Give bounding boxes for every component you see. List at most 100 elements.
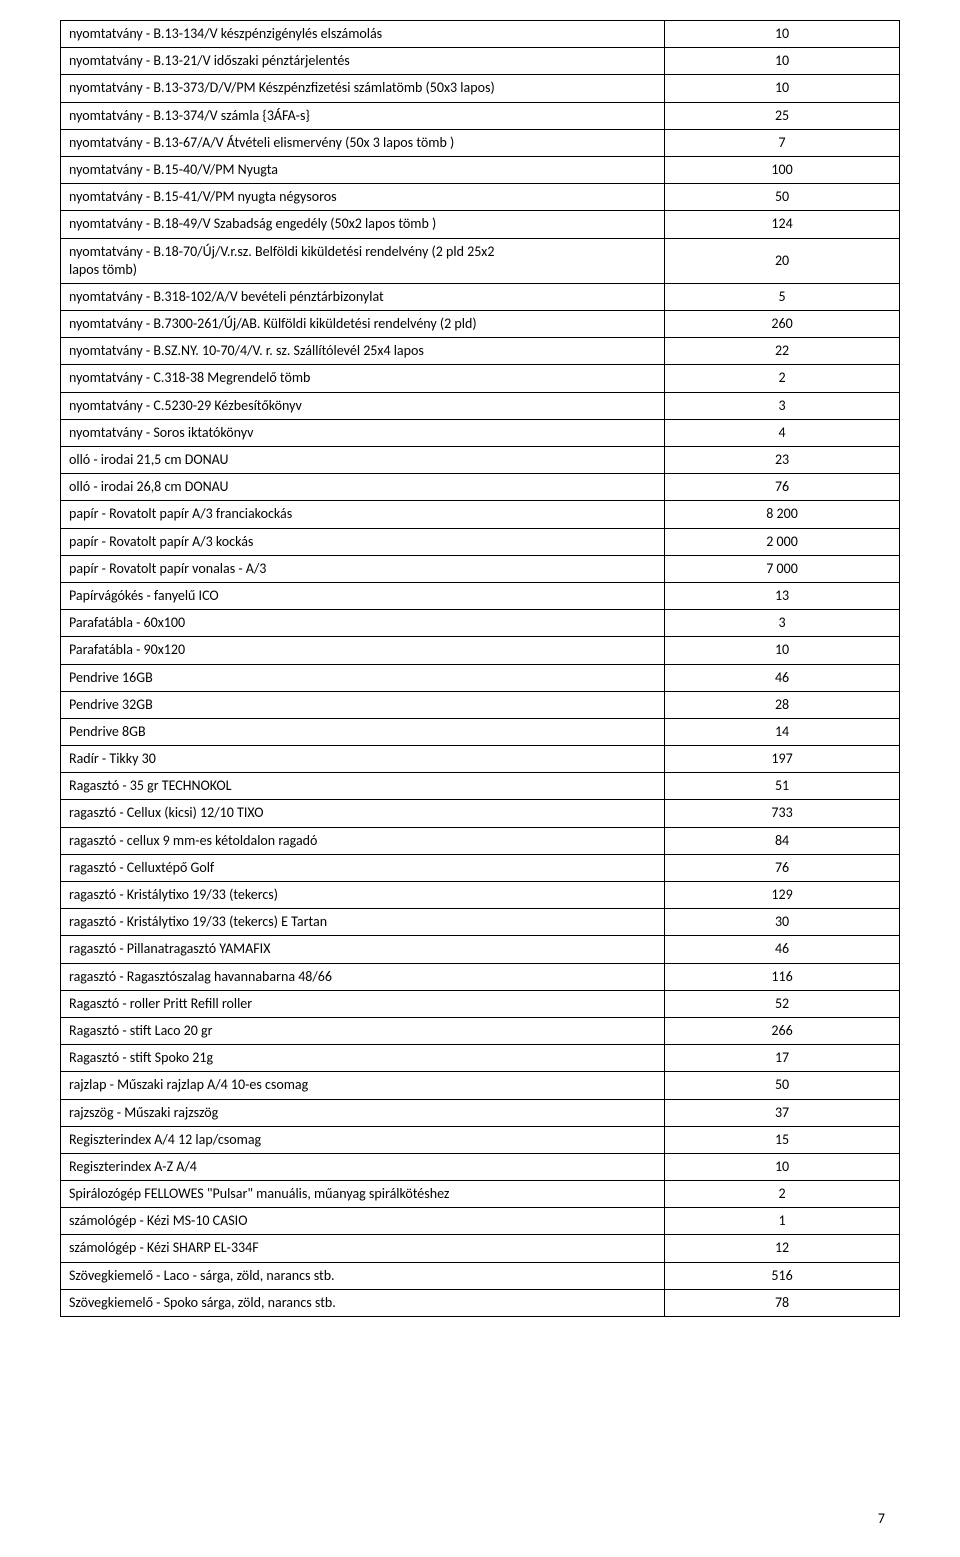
item-label: Szövegkiemelő - Spoko sárga, zöld, naran… xyxy=(61,1289,665,1316)
item-value: 10 xyxy=(665,637,900,664)
item-label: nyomtatvány - B.13-21/V időszaki pénztár… xyxy=(61,48,665,75)
item-value: 50 xyxy=(665,1072,900,1099)
item-label: nyomtatvány - B.18-49/V Szabadság engedé… xyxy=(61,211,665,238)
item-label: ragasztó - Celluxtépő Golf xyxy=(61,854,665,881)
table-row: Regiszterindex A/4 12 lap/csomag15 xyxy=(61,1126,900,1153)
item-label: számológép - Kézi MS-10 CASIO xyxy=(61,1208,665,1235)
table-row: olló - irodai 21,5 cm DONAU23 xyxy=(61,447,900,474)
item-label: nyomtatvány - B.318-102/A/V bevételi pén… xyxy=(61,283,665,310)
table-row: Spirálozógép FELLOWES "Pulsar" manuális,… xyxy=(61,1181,900,1208)
item-label: papír - Rovatolt papír A/3 kockás xyxy=(61,528,665,555)
item-label: papír - Rovatolt papír A/3 franciakockás xyxy=(61,501,665,528)
table-row: papír - Rovatolt papír vonalas - A/37 00… xyxy=(61,555,900,582)
item-value: 46 xyxy=(665,664,900,691)
item-value: 1 xyxy=(665,1208,900,1235)
item-value: 7 xyxy=(665,129,900,156)
item-value: 37 xyxy=(665,1099,900,1126)
table-row: nyomtatvány - Soros iktatókönyv4 xyxy=(61,419,900,446)
table-row: nyomtatvány - B.18-49/V Szabadság engedé… xyxy=(61,211,900,238)
table-row: Szövegkiemelő - Spoko sárga, zöld, naran… xyxy=(61,1289,900,1316)
table-row: rajzszög - Műszaki rajzszög37 xyxy=(61,1099,900,1126)
item-value: 50 xyxy=(665,184,900,211)
table-row: nyomtatvány - B.7300-261/Új/AB. Külföldi… xyxy=(61,311,900,338)
item-value: 260 xyxy=(665,311,900,338)
table-row: Radír - Tikky 30197 xyxy=(61,746,900,773)
item-value: 8 200 xyxy=(665,501,900,528)
item-label: Parafatábla - 90x120 xyxy=(61,637,665,664)
item-value: 22 xyxy=(665,338,900,365)
item-label: Pendrive 16GB xyxy=(61,664,665,691)
item-value: 129 xyxy=(665,882,900,909)
item-label: olló - irodai 21,5 cm DONAU xyxy=(61,447,665,474)
item-label: ragasztó - Kristálytixo 19/33 (tekercs) xyxy=(61,882,665,909)
page-container: nyomtatvány - B.13-134/V készpénzigénylé… xyxy=(0,0,960,1557)
item-label: nyomtatvány - B.13-134/V készpénzigénylé… xyxy=(61,21,665,48)
item-value: 3 xyxy=(665,610,900,637)
item-value: 51 xyxy=(665,773,900,800)
table-row: ragasztó - Kristálytixo 19/33 (tekercs)1… xyxy=(61,882,900,909)
item-label: Radír - Tikky 30 xyxy=(61,746,665,773)
item-label: Papírvágókés - fanyelű ICO xyxy=(61,582,665,609)
table-row: nyomtatvány - B.SZ.NY. 10-70/4/V. r. sz.… xyxy=(61,338,900,365)
table-body: nyomtatvány - B.13-134/V készpénzigénylé… xyxy=(61,21,900,1317)
item-value: 23 xyxy=(665,447,900,474)
item-value: 78 xyxy=(665,1289,900,1316)
table-row: ragasztó - Celluxtépő Golf76 xyxy=(61,854,900,881)
page-number: 7 xyxy=(878,1510,885,1527)
table-row: nyomtatvány - B.15-41/V/PM nyugta négyso… xyxy=(61,184,900,211)
item-value: 30 xyxy=(665,909,900,936)
table-row: Regiszterindex A-Z A/410 xyxy=(61,1153,900,1180)
item-value: 2 000 xyxy=(665,528,900,555)
table-row: nyomtatvány - B.18-70/Új/V.r.sz. Belföld… xyxy=(61,238,900,283)
item-value: 10 xyxy=(665,48,900,75)
item-value: 516 xyxy=(665,1262,900,1289)
item-label: Spirálozógép FELLOWES "Pulsar" manuális,… xyxy=(61,1181,665,1208)
item-value: 84 xyxy=(665,827,900,854)
item-label: ragasztó - Ragasztószalag havannabarna 4… xyxy=(61,963,665,990)
item-label: nyomtatvány - B.13-373/D/V/PM Készpénzfi… xyxy=(61,75,665,102)
item-value: 76 xyxy=(665,854,900,881)
item-label: olló - irodai 26,8 cm DONAU xyxy=(61,474,665,501)
item-value: 28 xyxy=(665,691,900,718)
item-value: 76 xyxy=(665,474,900,501)
item-value: 116 xyxy=(665,963,900,990)
item-value: 2 xyxy=(665,1181,900,1208)
table-row: ragasztó - Pillanatragasztó YAMAFIX46 xyxy=(61,936,900,963)
item-value: 14 xyxy=(665,718,900,745)
table-row: nyomtatvány - B.15-40/V/PM Nyugta100 xyxy=(61,156,900,183)
table-row: olló - irodai 26,8 cm DONAU76 xyxy=(61,474,900,501)
item-label: nyomtatvány - B.SZ.NY. 10-70/4/V. r. sz.… xyxy=(61,338,665,365)
item-label: nyomtatvány - C.5230-29 Kézbesítőkönyv xyxy=(61,392,665,419)
item-label: nyomtatvány - B.18-70/Új/V.r.sz. Belföld… xyxy=(61,238,665,283)
item-value: 733 xyxy=(665,800,900,827)
table-row: papír - Rovatolt papír A/3 kockás2 000 xyxy=(61,528,900,555)
table-row: nyomtatvány - B.13-374/V számla {3ÁFA-s}… xyxy=(61,102,900,129)
item-value: 7 000 xyxy=(665,555,900,582)
item-value: 46 xyxy=(665,936,900,963)
table-row: ragasztó - Kristálytixo 19/33 (tekercs) … xyxy=(61,909,900,936)
table-row: Pendrive 32GB28 xyxy=(61,691,900,718)
inventory-table: nyomtatvány - B.13-134/V készpénzigénylé… xyxy=(60,20,900,1317)
item-label: Pendrive 8GB xyxy=(61,718,665,745)
item-value: 12 xyxy=(665,1235,900,1262)
item-label: számológép - Kézi SHARP EL-334F xyxy=(61,1235,665,1262)
item-label: nyomtatvány - C.318-38 Megrendelő tömb xyxy=(61,365,665,392)
table-row: nyomtatvány - B.318-102/A/V bevételi pén… xyxy=(61,283,900,310)
item-label: Ragasztó - 35 gr TECHNOKOL xyxy=(61,773,665,800)
item-value: 15 xyxy=(665,1126,900,1153)
item-label: Parafatábla - 60x100 xyxy=(61,610,665,637)
item-label: rajzszög - Műszaki rajzszög xyxy=(61,1099,665,1126)
item-value: 100 xyxy=(665,156,900,183)
item-label: Regiszterindex A-Z A/4 xyxy=(61,1153,665,1180)
item-label: Szövegkiemelő - Laco - sárga, zöld, nara… xyxy=(61,1262,665,1289)
table-row: Pendrive 8GB14 xyxy=(61,718,900,745)
item-value: 3 xyxy=(665,392,900,419)
table-row: nyomtatvány - C.318-38 Megrendelő tömb2 xyxy=(61,365,900,392)
item-label: nyomtatvány - B.13-67/A/V Átvételi elism… xyxy=(61,129,665,156)
table-row: nyomtatvány - B.13-134/V készpénzigénylé… xyxy=(61,21,900,48)
table-row: nyomtatvány - C.5230-29 Kézbesítőkönyv3 xyxy=(61,392,900,419)
table-row: Ragasztó - 35 gr TECHNOKOL51 xyxy=(61,773,900,800)
item-value: 2 xyxy=(665,365,900,392)
table-row: Ragasztó - roller Pritt Refill roller52 xyxy=(61,990,900,1017)
item-value: 124 xyxy=(665,211,900,238)
